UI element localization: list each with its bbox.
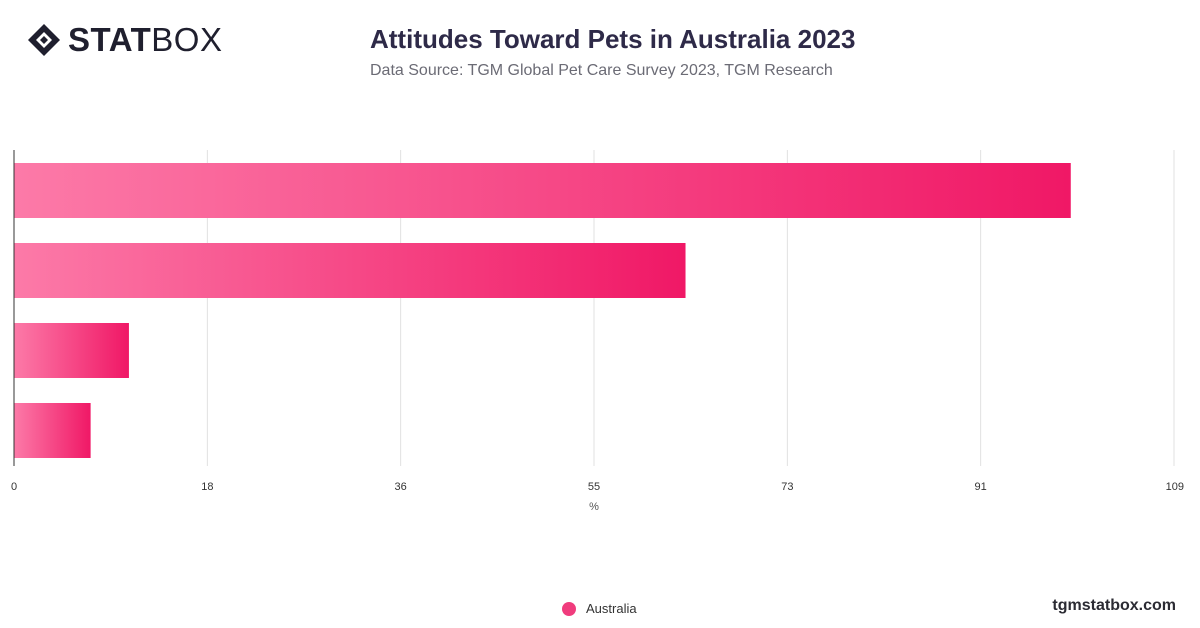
bar (14, 403, 91, 458)
bar (14, 323, 129, 378)
legend: Australia (562, 601, 637, 616)
x-tick-label: 73 (781, 481, 793, 493)
chart-title: Attitudes Toward Pets in Australia 2023 (370, 24, 856, 54)
statbox-logo: STATBOX (26, 22, 222, 58)
site-url: tgmstatbox.com (1052, 597, 1176, 614)
x-tick-label: 55 (588, 481, 600, 493)
diamond-logo-icon (28, 24, 60, 56)
chart-subtitle: Data Source: TGM Global Pet Care Survey … (370, 62, 833, 79)
legend-swatch (562, 601, 576, 616)
bars (14, 163, 1071, 458)
bar-chart: 0 18 36 55 73 91 109 % (11, 150, 1184, 513)
legend-label: Australia (586, 601, 637, 616)
logo-wordmark-light: BOX (151, 21, 223, 58)
bar (14, 163, 1071, 218)
x-axis-ticks: 0 18 36 55 73 91 109 (11, 481, 1184, 493)
logo-wordmark-bold: STAT (68, 21, 152, 58)
x-tick-label: 0 (11, 481, 17, 493)
bar (14, 243, 686, 298)
x-axis-label: % (589, 501, 599, 513)
x-tick-label: 18 (201, 481, 213, 493)
logo-wordmark: STATBOX (68, 22, 222, 58)
x-tick-label: 36 (395, 481, 407, 493)
x-tick-label: 109 (1166, 481, 1184, 493)
x-tick-label: 91 (975, 481, 987, 493)
